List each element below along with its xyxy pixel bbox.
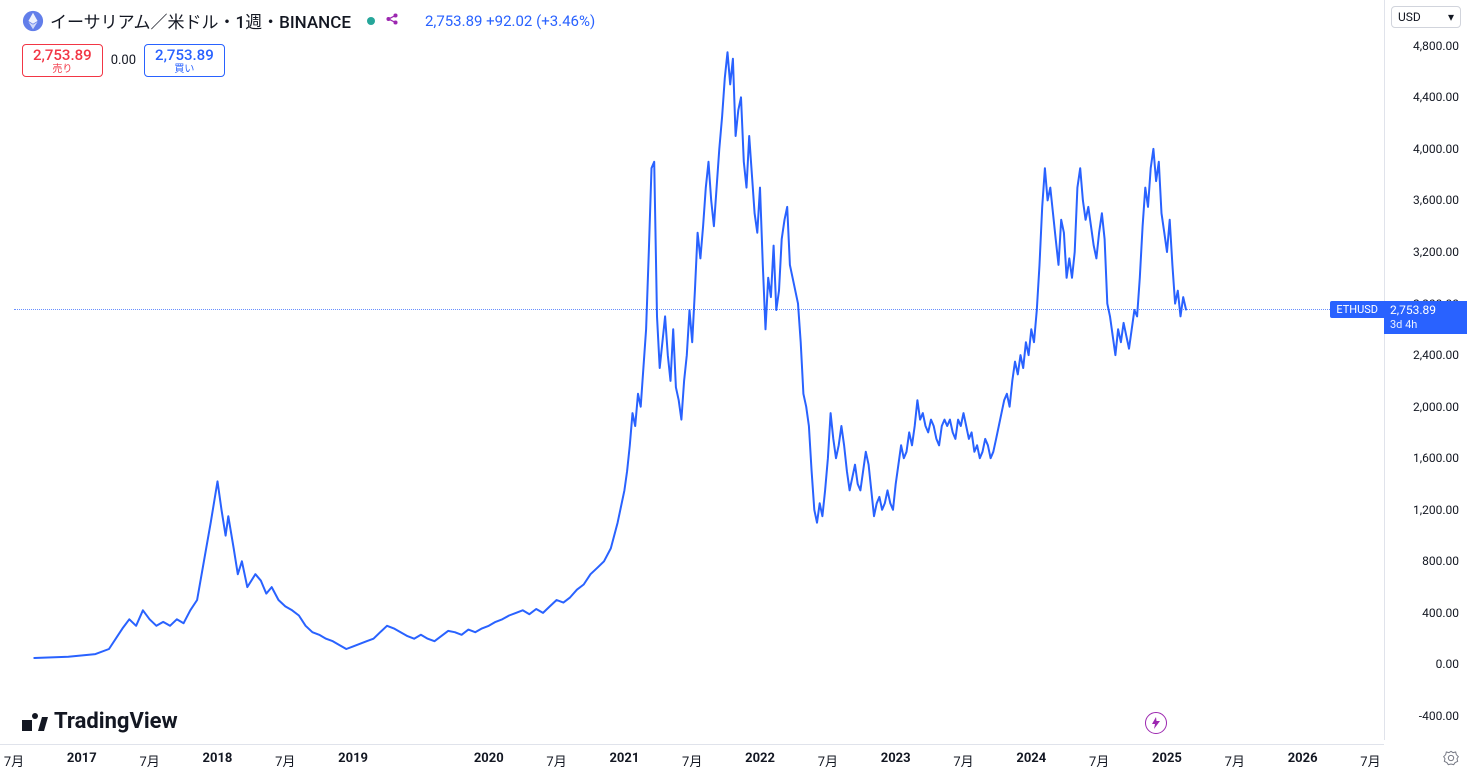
x-axis-tick: 2023 (881, 751, 911, 766)
x-axis-tick: 2020 (474, 751, 504, 766)
current-price-line (14, 309, 1384, 310)
lightning-icon[interactable] (1145, 712, 1167, 734)
price-line-chart (14, 20, 1384, 730)
x-axis-tick: 2025 (1152, 751, 1182, 766)
y-axis-tick: 0.00 (1436, 657, 1459, 671)
x-axis-tick: 7月 (818, 751, 838, 770)
price-axis[interactable]: USD ▾ 4,800.00 4,400.00 4,000.00 3,600.00 3,… (1384, 0, 1467, 740)
chevron-down-icon: ▾ (1448, 10, 1454, 24)
y-axis-tick: 4,400.00 (1413, 90, 1459, 104)
symbol-price-tag: ETHUSD (1330, 301, 1384, 318)
y-axis-tick: 2,400.00 (1413, 348, 1459, 362)
tradingview-logo-text: TradingView (54, 709, 178, 734)
x-axis-tick: 7月 (953, 751, 973, 770)
x-axis-tick: 2026 (1288, 751, 1318, 766)
x-axis-tick: 7月 (546, 751, 566, 770)
y-axis-tick: 1,600.00 (1413, 451, 1459, 465)
gear-icon[interactable] (1441, 748, 1461, 768)
x-axis-tick: 2017 (67, 751, 97, 766)
y-axis-tick: 4,800.00 (1413, 39, 1459, 53)
x-axis-tick: 2021 (609, 751, 639, 766)
y-axis-tick: 1,200.00 (1413, 503, 1459, 517)
price-label-value: 2,753.89 (1390, 303, 1461, 318)
price-label-countdown: 3d 4h (1390, 318, 1461, 332)
x-axis-tick: 7月 (1360, 751, 1380, 770)
x-axis-tick: 2024 (1016, 751, 1046, 766)
tradingview-logo[interactable]: TradingView (22, 709, 178, 734)
x-axis-tick: 2018 (203, 751, 233, 766)
chart-pane[interactable] (14, 20, 1384, 730)
y-axis-tick: 4,000.00 (1413, 142, 1459, 156)
x-axis-tick: 7月 (275, 751, 295, 770)
y-axis-tick: 800.00 (1422, 554, 1459, 568)
x-axis-tick: 7月 (4, 751, 24, 770)
y-axis-tick: 3,600.00 (1413, 193, 1459, 207)
x-axis-tick: 2022 (745, 751, 775, 766)
x-axis-tick: 7月 (1225, 751, 1245, 770)
currency-select[interactable]: USD ▾ (1391, 6, 1461, 28)
y-axis-tick: 2,000.00 (1413, 400, 1459, 414)
y-axis-tick: -400.00 (1419, 709, 1459, 723)
tradingview-glyph-icon (22, 713, 48, 731)
current-price-label: 2,753.89 3d 4h (1384, 301, 1467, 334)
time-axis[interactable]: 7月 2017 7月 2018 7月 2019 2020 7月 2021 7月 2022 7月 2023… (0, 744, 1384, 772)
y-axis-tick: 400.00 (1422, 606, 1459, 620)
x-axis-tick: 2019 (338, 751, 368, 766)
x-axis-tick: 7月 (1089, 751, 1109, 770)
y-axis-tick: 3,200.00 (1413, 245, 1459, 259)
tag-symbol: ETHUSD (1336, 303, 1378, 316)
currency-label: USD (1398, 10, 1421, 24)
x-axis-tick: 7月 (139, 751, 159, 770)
x-axis-tick: 7月 (682, 751, 702, 770)
